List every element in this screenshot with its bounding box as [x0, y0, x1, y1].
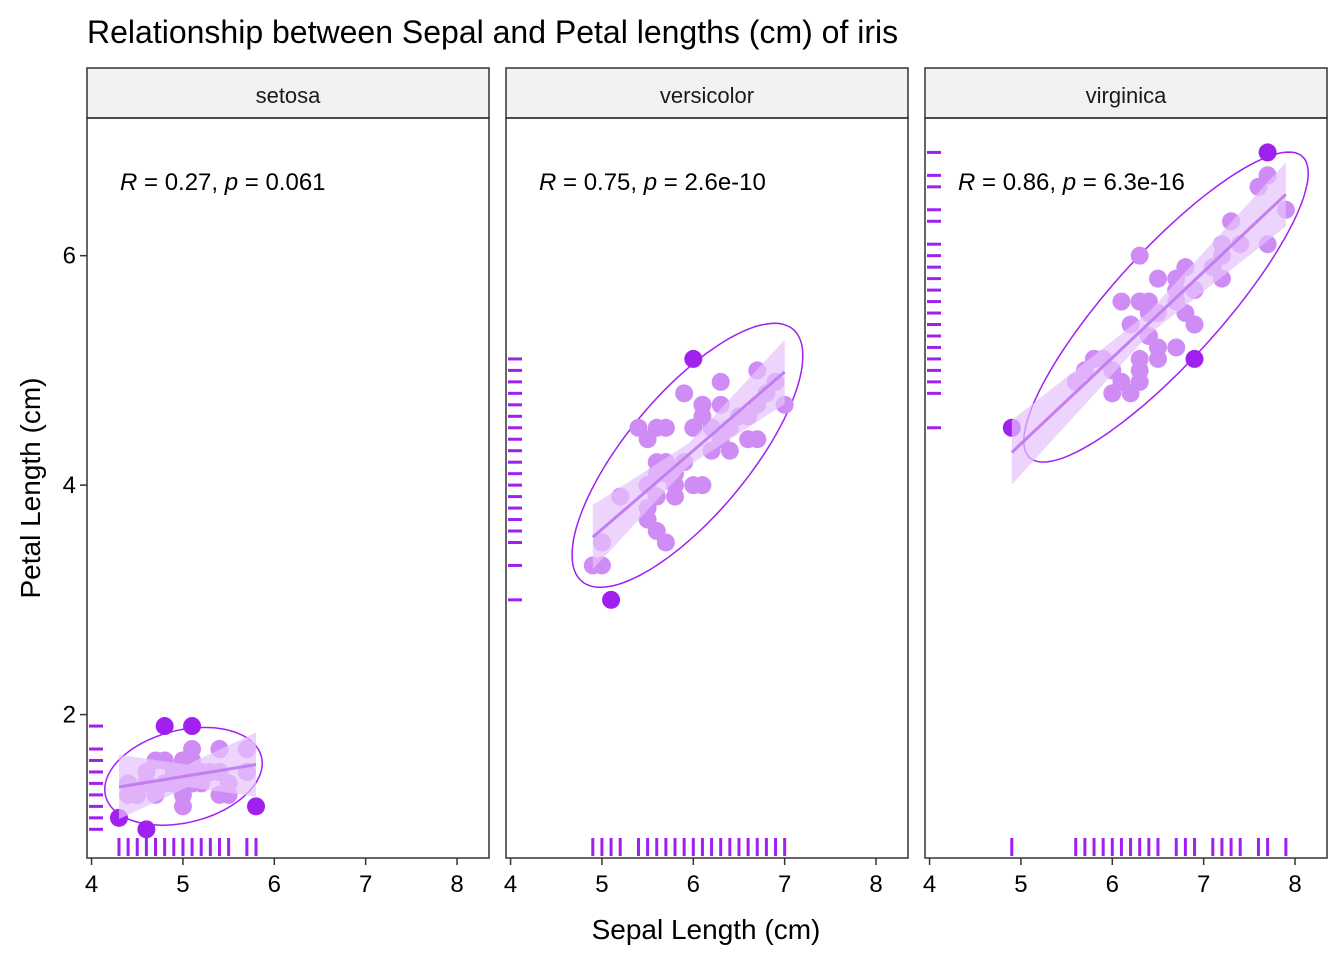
x-tick-label: 6 — [268, 871, 281, 898]
stat-p-symbol: p — [1062, 169, 1076, 196]
correlation-label: R = 0.75, p = 2.6e-10 — [539, 169, 766, 196]
correlation-label: R = 0.27, p = 0.061 — [120, 169, 326, 196]
stat-r-value: = 0.75, — [556, 169, 643, 196]
stat-p-symbol: p — [224, 169, 238, 196]
stat-r-symbol: R — [539, 169, 556, 196]
panel-virginica: virginica R = 0.86, p = 6.3e-16 4 5 6 7 8 — [923, 67, 1328, 898]
regression-line — [591, 370, 786, 539]
chart-title: Relationship between Sepal and Petal len… — [87, 14, 898, 50]
data-point — [638, 430, 657, 449]
data-point — [711, 372, 730, 391]
stat-r-value: = 0.86, — [975, 169, 1062, 196]
regression-line — [1010, 193, 1287, 454]
data-point — [638, 510, 657, 529]
strip-background — [505, 67, 909, 119]
stat-p-value: = 6.3e-16 — [1076, 169, 1185, 196]
x-tick-label: 8 — [869, 871, 882, 898]
strip-label-setosa: setosa — [256, 83, 322, 108]
data-point — [1130, 246, 1149, 265]
strip-background — [86, 67, 490, 119]
panel-versicolor: versicolor R = 0.75, p = 2.6e-10 4 5 6 7 8 — [504, 67, 909, 898]
x-tick-label: 8 — [1288, 871, 1301, 898]
strip-background — [924, 67, 1328, 119]
data-point — [1103, 384, 1122, 403]
data-point — [1112, 292, 1131, 311]
strip-label-versicolor: versicolor — [660, 83, 754, 108]
data-point — [1167, 338, 1186, 357]
stat-r-value: = 0.27, — [137, 169, 224, 196]
x-tick-label: 8 — [450, 871, 463, 898]
data-point — [1185, 315, 1204, 334]
data-point — [602, 590, 621, 609]
data-point — [684, 349, 703, 368]
confidence-ellipse — [571, 322, 804, 589]
data-point — [1185, 349, 1204, 368]
x-tick-label: 5 — [1014, 871, 1027, 898]
panel-setosa: setosa R = 0.27, p = 0.061 4 5 6 7 8 — [85, 67, 490, 898]
panel-border — [924, 117, 1328, 859]
x-tick-label: 5 — [595, 871, 608, 898]
correlation-label: R = 0.86, p = 6.3e-16 — [958, 169, 1185, 196]
stat-r-symbol: R — [958, 169, 975, 196]
regression-line — [118, 763, 257, 789]
data-point — [675, 384, 694, 403]
panel-content — [927, 143, 1309, 856]
x-tick-label: 6 — [1106, 871, 1119, 898]
data-point — [739, 430, 758, 449]
x-tick-label: 7 — [1197, 871, 1210, 898]
x-tick-label: 4 — [85, 871, 98, 898]
data-point — [1130, 361, 1149, 380]
x-axis-title: Sepal Length (cm) — [592, 914, 821, 945]
data-point — [137, 820, 156, 839]
x-tick-label: 7 — [778, 871, 791, 898]
y-tick-label: 4 — [63, 472, 76, 499]
panel-content — [508, 322, 804, 856]
x-tick-label: 4 — [923, 871, 936, 898]
data-point — [155, 717, 174, 736]
stat-p-value: = 2.6e-10 — [657, 169, 766, 196]
y-tick-label: 2 — [63, 702, 76, 729]
panel-content — [89, 717, 266, 856]
data-point — [183, 717, 202, 736]
data-point — [1148, 338, 1167, 357]
x-tick-label: 5 — [176, 871, 189, 898]
panel-border — [86, 117, 490, 859]
x-tick-label: 6 — [687, 871, 700, 898]
x-tick-label: 4 — [504, 871, 517, 898]
data-point — [656, 533, 675, 552]
x-tick-label: 7 — [359, 871, 372, 898]
data-point — [1258, 143, 1277, 162]
data-point — [247, 797, 266, 816]
panel-border — [505, 117, 909, 859]
y-tick-label: 6 — [63, 243, 76, 270]
data-point — [693, 476, 712, 495]
strip-label-virginica: virginica — [1086, 83, 1167, 108]
y-axis-title: Petal Length (cm) — [15, 378, 46, 599]
stat-p-symbol: p — [643, 169, 657, 196]
data-point — [1148, 269, 1167, 288]
stat-r-symbol: R — [120, 169, 137, 196]
data-point — [693, 407, 712, 426]
stat-p-value: = 0.061 — [238, 169, 325, 196]
